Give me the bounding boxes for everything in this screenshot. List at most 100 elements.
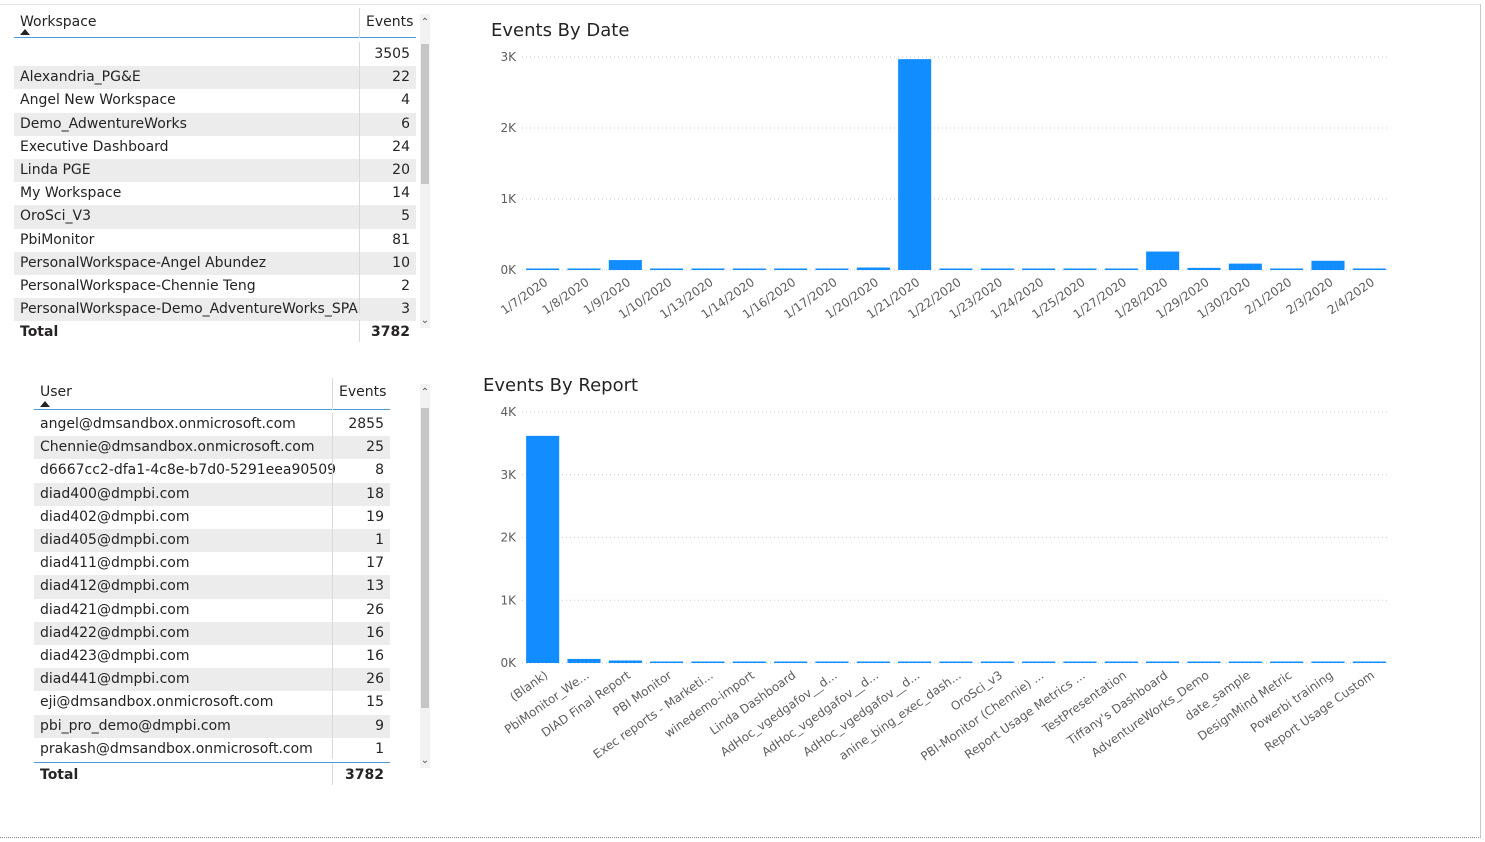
row-name: diad411@dmpbi.com [40,555,190,572]
row-name: diad441@dmpbi.com [40,671,190,688]
row-events: 26 [366,601,384,618]
bar[interactable] [898,59,932,270]
row-name: Executive Dashboard [20,138,169,155]
table-row[interactable]: Linda PGE 20 [14,159,416,183]
table-row[interactable]: My Workspace 14 [14,182,416,205]
sort-ascending-icon[interactable] [40,401,50,407]
table-row[interactable]: diad400@dmpbi.com 18 [34,482,390,506]
table-row[interactable]: eji@dmsandbox.onmicrosoft.com 15 [34,691,390,714]
table-row[interactable]: Executive Dashboard 24 [14,136,416,159]
bar[interactable] [567,658,601,663]
row-events: 6 [401,115,410,132]
bar[interactable] [608,260,642,270]
table-row[interactable]: diad405@dmpbi.com 1 [34,529,390,553]
table-row[interactable]: PbiMonitor 81 [14,229,416,252]
bar[interactable] [732,268,766,271]
column-header-workspace[interactable]: Workspace [20,14,97,30]
bar[interactable] [1187,661,1221,664]
scroll-up-icon[interactable]: ⌃ [420,17,430,28]
row-events: 2 [401,278,410,294]
bar[interactable] [567,268,601,271]
column-header-user[interactable]: User [40,384,72,400]
scrollbar-thumb[interactable] [421,44,429,184]
table-row[interactable]: Demo_AdwentureWorks 6 [14,112,416,136]
column-divider [359,42,360,314]
bar[interactable] [898,661,932,664]
bar[interactable] [650,268,684,271]
workspace-table-scrollbar[interactable]: ⌃ ⌄ [420,14,430,328]
bar[interactable] [1270,268,1304,271]
table-row[interactable]: 3505 [14,43,416,66]
bar[interactable] [815,268,849,271]
table-row[interactable]: Angel New Workspace 4 [14,89,416,112]
events-by-date-chart[interactable]: 0K1K2K3K1/7/20201/8/20201/9/20201/10/202… [460,40,1420,360]
bar[interactable] [1063,661,1097,664]
bar[interactable] [939,268,973,271]
bar[interactable] [1063,268,1097,271]
bar[interactable] [1022,661,1056,664]
column-header-events[interactable]: Events [332,378,386,410]
bar[interactable] [732,661,766,664]
row-name: diad405@dmpbi.com [40,532,190,548]
table-row[interactable]: d6667cc2-dfa1-4c8e-b7d0-5291eea90509 8 [34,459,390,482]
table-row[interactable]: pbi_pro_demo@dmpbi.com 9 [34,714,390,738]
table-row[interactable]: PersonalWorkspace-Angel Abundez 10 [14,251,416,275]
bar[interactable] [774,661,808,664]
bar[interactable] [1270,661,1304,664]
row-name: diad412@dmpbi.com [40,578,190,595]
bar[interactable] [1311,661,1345,664]
table-row[interactable]: PersonalWorkspace-Demo_AdventureWorks_SP… [14,298,416,322]
bar[interactable] [650,661,684,664]
bar[interactable] [1022,268,1056,271]
bar[interactable] [939,661,973,664]
bar[interactable] [980,661,1014,664]
bar[interactable] [526,268,560,271]
bar[interactable] [1228,263,1262,270]
bar[interactable] [608,660,642,663]
table-row[interactable]: diad441@dmpbi.com 26 [34,668,390,692]
bar[interactable] [1146,661,1180,664]
bar[interactable] [856,267,890,270]
table-row[interactable]: diad411@dmpbi.com 17 [34,552,390,575]
column-header-events[interactable]: Events [359,8,413,38]
table-row[interactable]: Alexandria_PG&E 22 [14,66,416,90]
table-row[interactable]: diad412@dmpbi.com 13 [34,575,390,599]
y-tick-label: 1K [500,593,517,607]
bar[interactable] [1352,268,1386,271]
workspace-table[interactable]: Workspace Events 3505 Alexandria_PG&E 22 An… [14,8,434,342]
bar[interactable] [856,661,890,664]
bar[interactable] [815,661,849,664]
bar[interactable] [1187,267,1221,270]
user-table[interactable]: User Events angel@dmsandbox.onmicrosoft.… [34,378,434,788]
row-name: PbiMonitor [20,231,95,248]
table-row[interactable]: diad422@dmpbi.com 16 [34,621,390,645]
table-row[interactable]: OroSci_V3 5 [14,205,416,229]
bar[interactable] [691,661,725,664]
bar[interactable] [1352,661,1386,664]
user-table-scrollbar[interactable]: ⌃ ⌄ [420,384,430,768]
table-row[interactable]: prakash@dmsandbox.onmicrosoft.com 1 [34,738,390,761]
bar[interactable] [980,268,1014,271]
table-row[interactable]: Chennie@dmsandbox.onmicrosoft.com 25 [34,436,390,460]
table-row[interactable]: diad423@dmpbi.com 16 [34,645,390,668]
row-events: 4 [401,92,410,109]
bar[interactable] [1146,251,1180,270]
table-row[interactable]: diad421@dmpbi.com 26 [34,599,390,622]
bar[interactable] [1104,268,1138,271]
column-divider [359,320,360,342]
sort-ascending-icon[interactable] [20,29,30,35]
scroll-down-icon[interactable]: ⌄ [420,315,430,326]
bar[interactable] [1104,661,1138,664]
bar[interactable] [1311,260,1345,270]
scroll-down-icon[interactable]: ⌄ [420,755,430,766]
table-row[interactable]: diad402@dmpbi.com 19 [34,506,390,529]
bar[interactable] [774,268,808,271]
scrollbar-thumb[interactable] [421,408,429,708]
table-row[interactable]: angel@dmsandbox.onmicrosoft.com 2855 [34,413,390,436]
bar[interactable] [691,268,725,271]
bar[interactable] [1228,661,1262,664]
scroll-up-icon[interactable]: ⌃ [420,387,430,398]
bar[interactable] [526,435,560,663]
table-row[interactable]: PersonalWorkspace-Chennie Teng 2 [14,275,416,298]
